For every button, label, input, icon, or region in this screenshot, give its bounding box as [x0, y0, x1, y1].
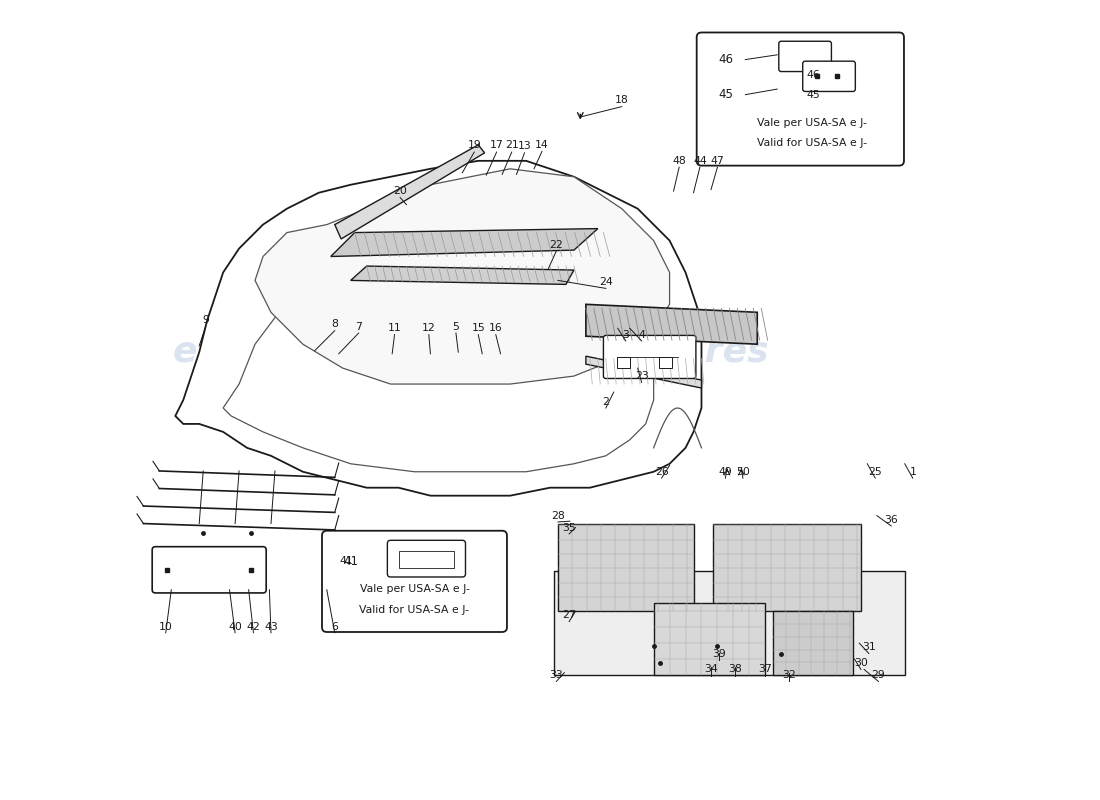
Text: Vale per USA-SA e J-: Vale per USA-SA e J- [360, 584, 470, 594]
Text: 1: 1 [910, 466, 916, 477]
Text: 46: 46 [718, 53, 733, 66]
Text: 13: 13 [518, 142, 531, 151]
Text: 41: 41 [340, 556, 353, 566]
Text: 18: 18 [615, 95, 628, 106]
Text: 5: 5 [452, 322, 460, 332]
Text: 25: 25 [868, 466, 882, 477]
Text: 33: 33 [550, 670, 563, 680]
Text: 39: 39 [712, 649, 726, 658]
Text: 44: 44 [693, 156, 707, 166]
Text: 8: 8 [331, 319, 338, 330]
Text: Valid for USA-SA e J-: Valid for USA-SA e J- [757, 138, 867, 148]
Polygon shape [586, 304, 757, 344]
Bar [398, 550, 454, 568]
Text: 40: 40 [228, 622, 242, 632]
FancyBboxPatch shape [696, 33, 904, 166]
Bar [617, 357, 629, 368]
Text: 47: 47 [711, 156, 724, 166]
Text: 49: 49 [718, 466, 733, 477]
Text: 7: 7 [355, 322, 362, 332]
Text: 37: 37 [758, 665, 772, 674]
Text: 2: 2 [603, 397, 609, 406]
Text: 46: 46 [806, 70, 820, 80]
Text: 38: 38 [728, 665, 741, 674]
Polygon shape [334, 145, 485, 239]
Polygon shape [175, 161, 702, 496]
FancyBboxPatch shape [387, 540, 465, 577]
Bar [554, 571, 905, 675]
Text: 45: 45 [806, 90, 820, 101]
Polygon shape [255, 169, 670, 384]
Text: 22: 22 [550, 239, 563, 250]
Text: 26: 26 [654, 466, 669, 477]
Text: 4: 4 [638, 330, 645, 340]
Text: 23: 23 [635, 371, 649, 381]
Text: 10: 10 [158, 622, 173, 632]
Text: eurospares: eurospares [173, 335, 402, 369]
Text: 30: 30 [854, 658, 868, 668]
Text: Valid for USA-SA e J-: Valid for USA-SA e J- [360, 605, 470, 614]
Text: 50: 50 [736, 466, 750, 477]
Text: eurospares: eurospares [541, 335, 770, 369]
Bar [773, 611, 852, 675]
Bar [653, 603, 766, 675]
Text: 28: 28 [551, 510, 564, 521]
Text: 42: 42 [246, 622, 261, 632]
FancyBboxPatch shape [803, 61, 856, 91]
Text: 19: 19 [468, 140, 481, 150]
Text: 17: 17 [490, 140, 504, 150]
Text: 27: 27 [562, 610, 576, 620]
Polygon shape [586, 356, 702, 388]
Text: 12: 12 [422, 323, 436, 334]
Text: 16: 16 [488, 323, 503, 334]
FancyBboxPatch shape [604, 335, 696, 378]
Bar [558, 523, 693, 611]
FancyBboxPatch shape [322, 530, 507, 632]
Text: 20: 20 [393, 186, 407, 196]
Text: 9: 9 [202, 315, 209, 326]
Text: 21: 21 [505, 140, 518, 150]
Text: 41: 41 [343, 554, 359, 567]
Text: 45: 45 [718, 88, 733, 101]
Bar [659, 357, 672, 368]
Polygon shape [351, 266, 574, 285]
Polygon shape [223, 241, 653, 472]
Text: 14: 14 [536, 140, 549, 150]
Polygon shape [331, 229, 597, 257]
Text: 11: 11 [387, 323, 402, 334]
Text: 32: 32 [782, 670, 796, 680]
Text: 3: 3 [623, 330, 629, 340]
Text: 6: 6 [331, 622, 338, 632]
FancyBboxPatch shape [152, 546, 266, 593]
Text: 15: 15 [472, 323, 485, 334]
Text: 24: 24 [598, 277, 613, 287]
Text: 31: 31 [862, 642, 876, 652]
FancyBboxPatch shape [779, 42, 832, 71]
Text: 29: 29 [871, 670, 886, 680]
Text: 34: 34 [704, 665, 718, 674]
Bar [714, 523, 861, 611]
Text: 36: 36 [884, 514, 898, 525]
Text: 43: 43 [264, 622, 278, 632]
Text: Vale per USA-SA e J-: Vale per USA-SA e J- [757, 118, 867, 127]
Text: 35: 35 [562, 522, 576, 533]
Text: 48: 48 [672, 156, 686, 166]
